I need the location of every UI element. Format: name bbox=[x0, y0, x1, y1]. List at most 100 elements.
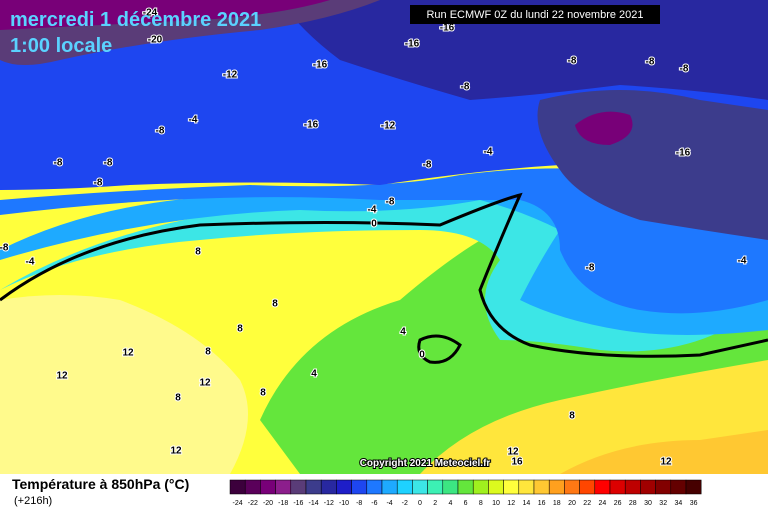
contour-label: -24 bbox=[143, 8, 158, 19]
scale-swatch bbox=[366, 479, 383, 495]
scale-swatch bbox=[640, 479, 656, 495]
scale-swatch bbox=[320, 479, 337, 495]
scale-swatch bbox=[244, 479, 261, 495]
contour-label: 12 bbox=[199, 378, 211, 389]
contour-label: 4 bbox=[400, 327, 406, 338]
contour-label: -8 bbox=[423, 160, 432, 171]
scale-swatch bbox=[655, 479, 672, 495]
scale-swatch bbox=[488, 479, 504, 495]
color-scale: -24 -22 -20 -18 -16 -14 -12 -10 -8 -6 -4 -2 0 2 4 6 8 10 1… bbox=[229, 479, 702, 507]
scale-label: -24 bbox=[233, 500, 243, 507]
contour-label: -8 bbox=[680, 64, 689, 75]
contour-label: 8 bbox=[569, 411, 575, 422]
run-box bbox=[410, 5, 660, 24]
scale-label: -10 bbox=[339, 500, 349, 507]
scale-swatch bbox=[564, 479, 580, 495]
scale-swatch bbox=[275, 479, 292, 495]
scale-label: 36 bbox=[690, 500, 698, 507]
contour-label: -16 bbox=[304, 120, 319, 131]
contour-label: 8 bbox=[175, 393, 181, 404]
scale-swatch bbox=[579, 479, 596, 495]
contour-labels: -24-20 -16-16-16-12-8 -8-8-8-4-8-16 -12-16-… bbox=[0, 7, 748, 469]
scale-label: -8 bbox=[356, 500, 362, 507]
scale-swatch bbox=[290, 479, 307, 495]
scale-label: 28 bbox=[629, 500, 637, 507]
scale-swatch bbox=[670, 479, 687, 495]
contour-label: -8 bbox=[94, 178, 103, 189]
contour-label: -4 bbox=[368, 205, 377, 216]
contour-label: 8 bbox=[237, 324, 243, 335]
scale-label: 8 bbox=[479, 500, 483, 507]
contour-label: -4 bbox=[26, 257, 35, 268]
contour-label: -8 bbox=[104, 158, 113, 169]
legend-lead: (+216h) bbox=[14, 495, 52, 507]
contour-label: 12 bbox=[56, 371, 68, 382]
scale-label: -22 bbox=[248, 500, 258, 507]
contour-label: -8 bbox=[461, 82, 470, 93]
time-title: 1:00 locale bbox=[10, 35, 112, 57]
contour-label: 12 bbox=[170, 446, 182, 457]
scale-label: 0 bbox=[418, 500, 422, 507]
scale-swatch bbox=[427, 479, 444, 495]
contour-label: 12 bbox=[507, 447, 519, 458]
scale-label: 10 bbox=[492, 500, 500, 507]
contour-label: -8 bbox=[586, 263, 595, 274]
contour-label: -4 bbox=[484, 147, 493, 158]
scale-swatch bbox=[457, 479, 474, 495]
scale-swatch bbox=[442, 479, 459, 495]
scale-swatch bbox=[336, 479, 352, 495]
scale-swatch bbox=[685, 479, 702, 495]
contour-label: 12 bbox=[660, 457, 672, 468]
scale-label: 26 bbox=[614, 500, 622, 507]
contour-label: -12 bbox=[223, 70, 238, 81]
scale-swatch bbox=[548, 479, 565, 495]
contour-label: -8 bbox=[0, 243, 9, 254]
contour-label: -16 bbox=[676, 148, 691, 159]
contour-label: -8 bbox=[568, 56, 577, 67]
contour-label: 8 bbox=[195, 247, 201, 258]
scale-swatch bbox=[229, 479, 246, 495]
scale-label: 20 bbox=[568, 500, 576, 507]
scale-label: 34 bbox=[675, 500, 683, 507]
contour-label: 16 bbox=[511, 457, 523, 468]
scale-swatch bbox=[472, 479, 489, 495]
legend-title: Température à 850hPa (°C) bbox=[12, 476, 189, 492]
scale-label: 2 bbox=[433, 500, 437, 507]
map-background bbox=[0, 0, 768, 474]
contour-label: -16 bbox=[313, 60, 328, 71]
contour-label: 8 bbox=[272, 299, 278, 310]
scale-swatch bbox=[381, 479, 398, 495]
contour-label: -20 bbox=[148, 35, 163, 46]
contour-label: -8 bbox=[386, 197, 395, 208]
contour-label: -16 bbox=[405, 39, 420, 50]
scale-swatch bbox=[305, 479, 322, 495]
scale-swatch bbox=[260, 479, 276, 495]
scale-label: -18 bbox=[278, 500, 288, 507]
scale-label: 4 bbox=[448, 500, 452, 507]
scale-label: -16 bbox=[293, 500, 303, 507]
contour-label: -16 bbox=[440, 23, 455, 34]
scale-label: 12 bbox=[507, 500, 515, 507]
scale-label: 14 bbox=[523, 500, 531, 507]
scale-swatch bbox=[351, 479, 368, 495]
scale-label: 24 bbox=[599, 500, 607, 507]
scale-swatch bbox=[518, 479, 535, 495]
contour-label: 8 bbox=[205, 347, 211, 358]
contour-label: 0 bbox=[371, 219, 377, 230]
scale-label: 32 bbox=[659, 500, 667, 507]
scale-swatch bbox=[609, 479, 626, 495]
scale-label: -6 bbox=[371, 500, 377, 507]
contour-label: -12 bbox=[381, 121, 396, 132]
contour-label: -8 bbox=[156, 126, 165, 137]
scale-label: 6 bbox=[464, 500, 468, 507]
scale-swatch bbox=[412, 479, 428, 495]
scale-swatch bbox=[594, 479, 611, 495]
scale-label: 22 bbox=[583, 500, 591, 507]
contour-label: -8 bbox=[54, 158, 63, 169]
copyright: Copyright 2021 Meteociel.fr bbox=[360, 458, 491, 469]
contour-label: 12 bbox=[122, 348, 134, 359]
run-info: Run ECMWF 0Z du lundi 22 novembre 2021 bbox=[426, 9, 643, 21]
scale-label: 18 bbox=[553, 500, 561, 507]
scale-swatch bbox=[533, 479, 550, 495]
